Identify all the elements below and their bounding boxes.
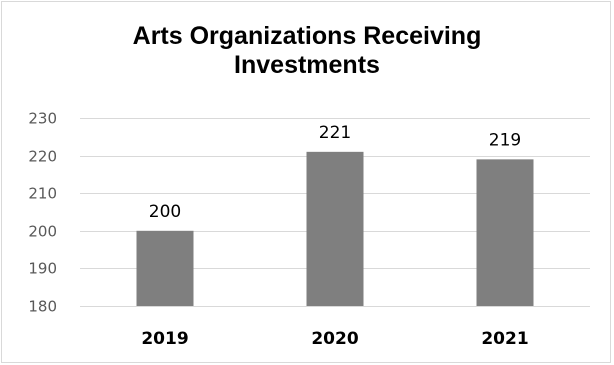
y-tick-label-180: 180 — [28, 298, 57, 316]
bar-2021 — [476, 159, 534, 306]
y-tick-label-210: 210 — [28, 185, 57, 203]
data-label-2020: 221 — [319, 123, 351, 143]
chart-title: Arts Organizations Receiving Investments — [0, 22, 614, 80]
category-label-2020: 2020 — [311, 329, 358, 349]
bars — [136, 151, 534, 306]
x-axis-category-labels: 2019 2020 2021 — [141, 329, 528, 349]
data-label-2021: 219 — [489, 130, 521, 150]
category-label-2021: 2021 — [481, 329, 528, 349]
y-tick-label-190: 190 — [28, 260, 57, 278]
y-tick-label-220: 220 — [28, 148, 57, 166]
bar-2020 — [306, 151, 364, 306]
y-axis-tick-labels: 180 190 200 210 220 230 — [28, 110, 57, 316]
bar-2019 — [136, 230, 194, 306]
data-labels: 200 221 219 — [149, 123, 521, 222]
data-label-2019: 200 — [149, 202, 181, 222]
y-tick-label-200: 200 — [28, 223, 57, 241]
y-tick-label-230: 230 — [28, 110, 57, 128]
chart-title-line-1: Arts Organizations Receiving — [132, 22, 482, 50]
chart-title-line-2: Investments — [234, 51, 380, 79]
category-label-2019: 2019 — [141, 329, 188, 349]
